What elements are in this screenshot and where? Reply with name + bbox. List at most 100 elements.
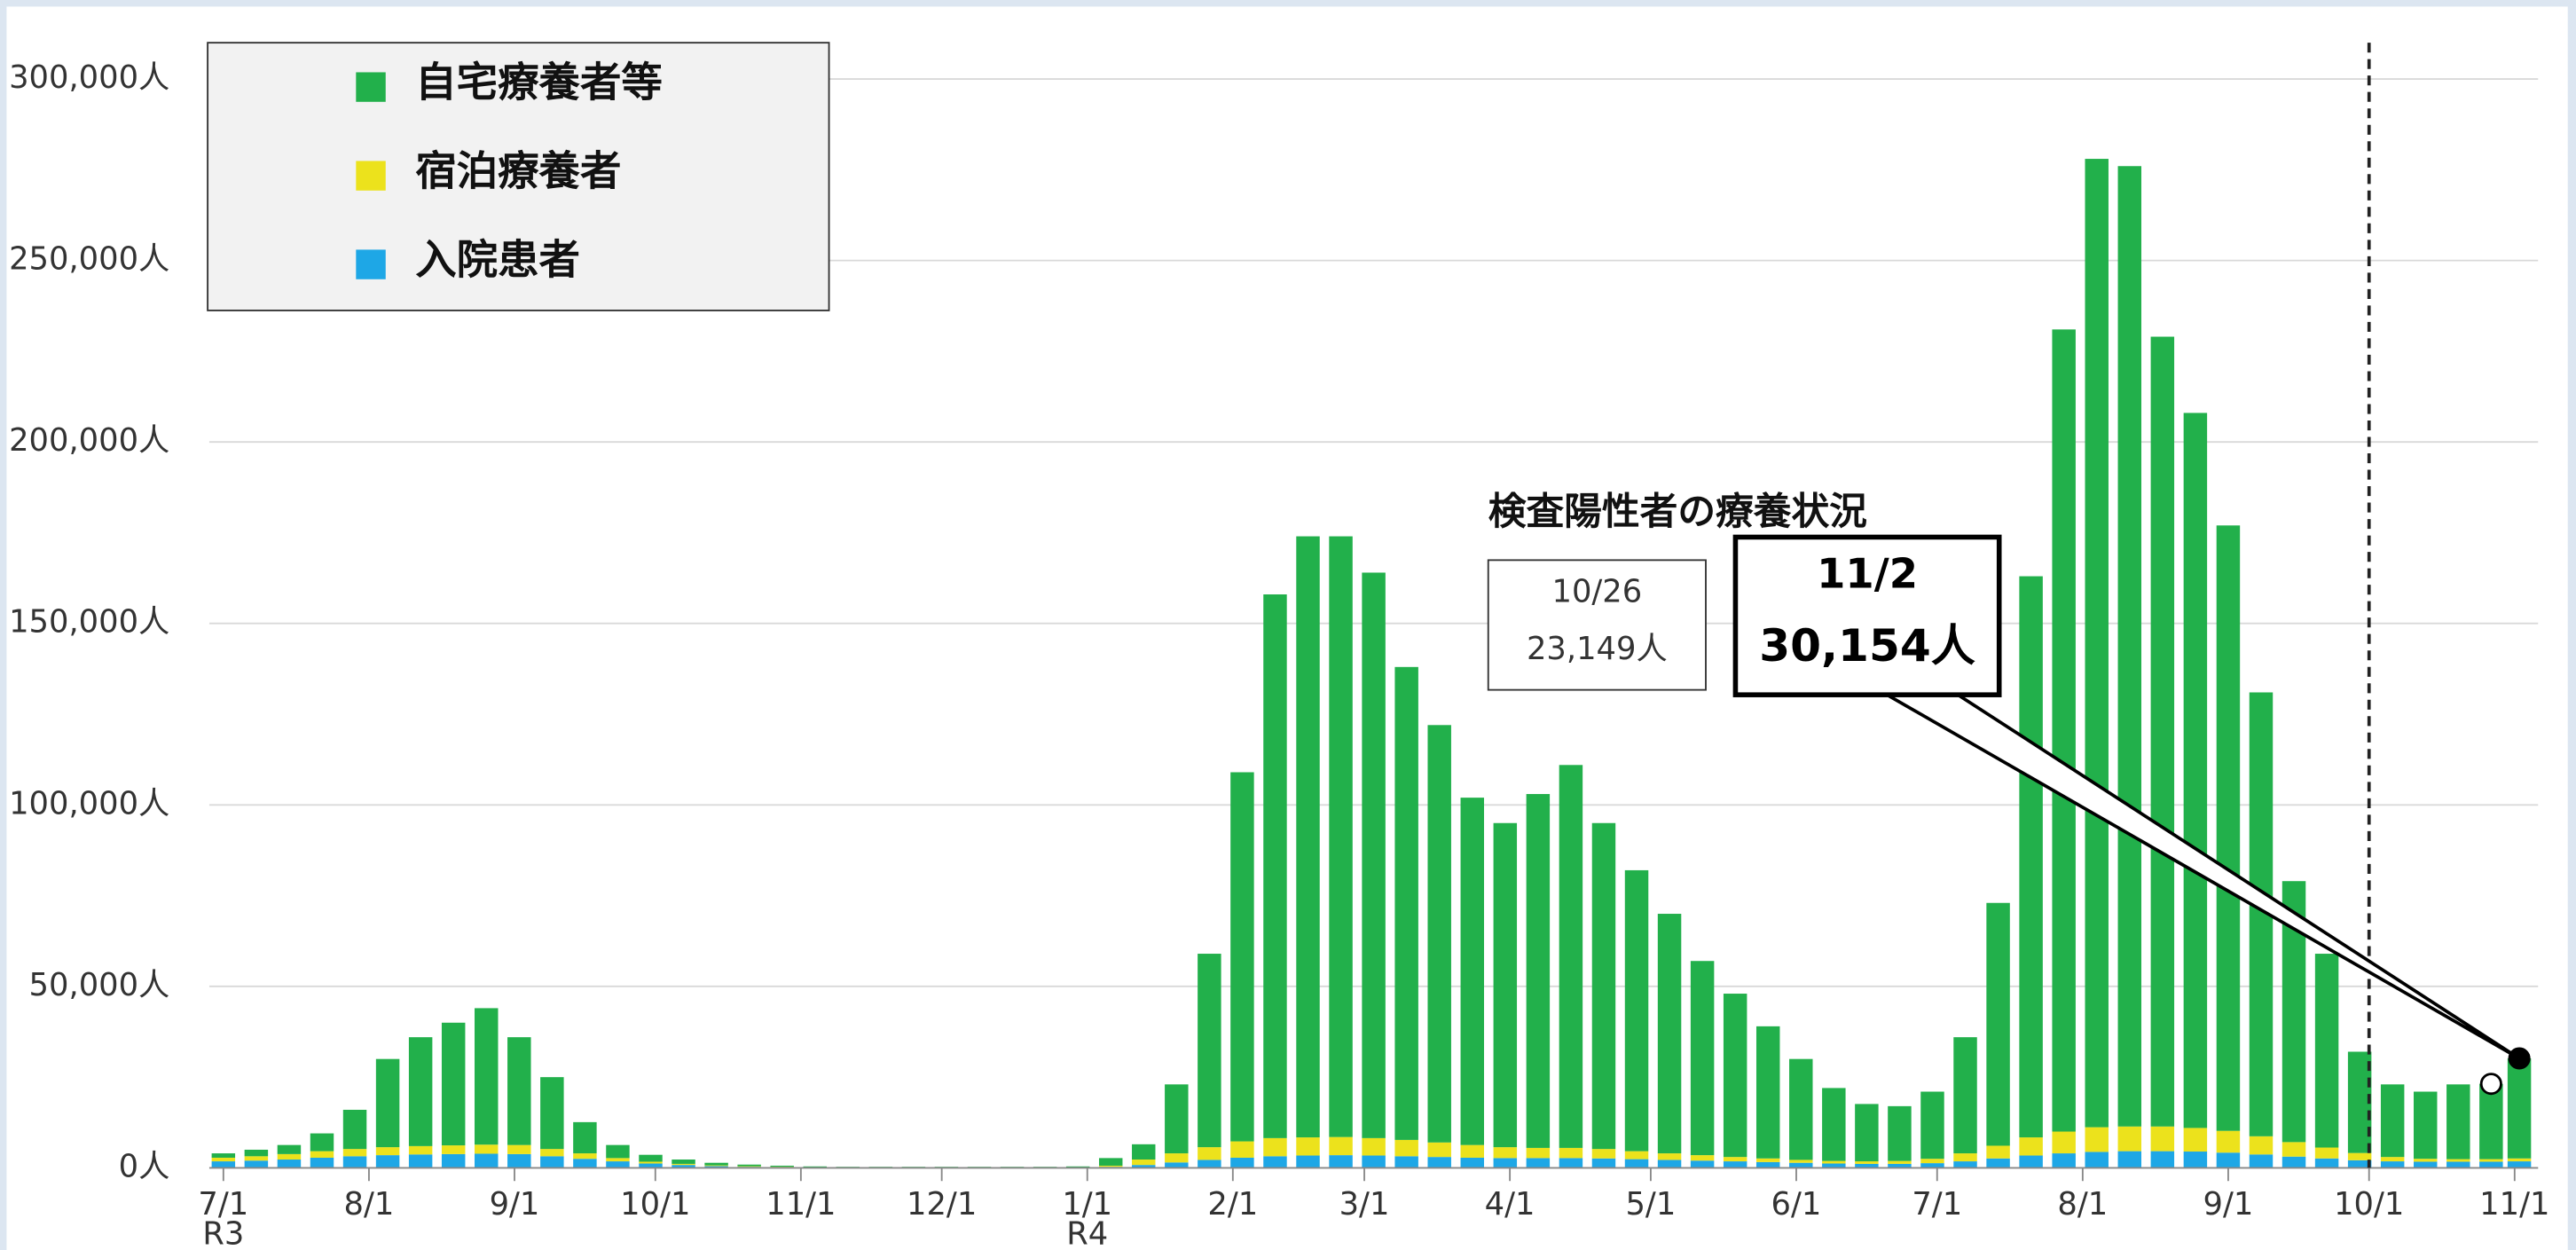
bar-segment [1394,666,1418,1140]
x-tick-label: 9/1 [490,1186,540,1222]
bar-segment [2314,1158,2339,1168]
bar-segment [1165,1153,1189,1163]
bar-segment [1657,1160,1682,1168]
x-sublabel: R3 [202,1215,244,1250]
bar-segment [770,1165,794,1167]
bar-segment [2380,1157,2405,1162]
annotation-title: 検査陽性者の療養状況 [1488,490,1867,534]
bar-segment [441,1153,466,1168]
bar-segment [1953,1153,1977,1162]
x-tick-label: 6/1 [1771,1186,1822,1222]
bar-segment [408,1145,433,1155]
bar-segment [540,1149,564,1157]
bar-segment [2347,1160,2372,1168]
bar-segment [1394,1139,1418,1157]
bar-segment [606,1144,630,1159]
bar-segment [1559,1147,1583,1159]
bar-segment [2183,1128,2208,1152]
bar-segment [2446,1159,2470,1162]
bar-segment [1460,798,1484,1145]
bar-segment [1329,536,1353,1137]
bar-segment [606,1158,630,1162]
bar-segment [1165,1084,1189,1154]
bar-segment [1132,1144,1156,1160]
bar-segment [2019,1137,2043,1156]
bar-segment [1296,1137,1320,1156]
bar-segment [1723,1157,1747,1162]
bar-segment [606,1161,630,1168]
bar-segment [1427,1142,1451,1158]
bar-segment [1953,1037,1977,1154]
bar-segment [1263,1156,1287,1168]
bar-segment [1920,1163,1944,1168]
bar-segment [441,1145,466,1154]
bar-segment [573,1153,597,1160]
bar-segment [244,1156,269,1161]
bar-segment [2507,1058,2532,1159]
bar-segment [1460,1144,1484,1158]
bar-segment [540,1156,564,1168]
bar-segment [2216,1152,2241,1168]
callout-text: 10/26 [1552,573,1643,609]
bar-segment [507,1153,531,1168]
bar-segment [1755,1161,1780,1168]
bar-segment [1132,1160,1156,1166]
bar-segment [1920,1091,1944,1160]
bar-segment [2414,1159,2438,1162]
bar-segment [1888,1160,1912,1164]
bar-segment [639,1154,663,1162]
bar-segment [375,1058,400,1148]
bar-segment [2446,1161,2470,1168]
bar-segment [1559,765,1583,1148]
bar-segment [1098,1158,1123,1166]
bar-segment [1132,1165,1156,1168]
bar-segment [310,1133,334,1152]
bar-segment [2052,1131,2076,1154]
bar-segment [1230,772,1254,1142]
x-tick-label: 9/1 [2203,1186,2254,1222]
bar-segment [2052,329,2076,1132]
bar-segment [2380,1084,2405,1158]
bar-segment [671,1165,695,1168]
bar-segment [639,1161,663,1164]
x-tick-label: 3/1 [1339,1186,1390,1222]
x-tick-label: 8/1 [344,1186,395,1222]
bar-segment [507,1144,531,1154]
bar-segment [2117,166,2142,1127]
bar-segment [1296,1155,1320,1168]
bar-segment [2249,1136,2274,1155]
bar-segment [2150,1151,2175,1168]
bar-segment [342,1156,367,1168]
bar-segment [2216,1130,2241,1153]
bar-segment [211,1157,236,1162]
legend-label: 入院患者 [415,236,580,284]
bar-segment [2249,1154,2274,1168]
point-marker [2479,1073,2502,1096]
x-tick-label: 10/1 [2334,1186,2404,1222]
bar-segment [1690,961,1715,1156]
bar-segment [1493,1147,1518,1159]
bar-segment [310,1157,334,1168]
y-tick-label: 50,000人 [29,967,170,1003]
bar-segment [1329,1155,1353,1168]
y-tick-label: 300,000人 [9,59,169,96]
x-sublabel: R4 [1066,1215,1108,1250]
bar-segment [1755,1026,1780,1159]
bar-segment [2183,1152,2208,1168]
bar-segment [342,1149,367,1157]
bar-segment [1559,1158,1583,1168]
bar-segment [737,1164,761,1167]
bar-segment [277,1160,302,1168]
bar-segment [375,1147,400,1156]
bar-segment [1789,1160,1813,1163]
x-tick-label: 4/1 [1485,1186,1535,1222]
bar-segment [2314,1147,2339,1159]
bar-segment [475,1144,499,1154]
bar-segment [1855,1163,1879,1168]
bar-segment [1986,902,2010,1146]
y-tick-label: 150,000人 [9,604,169,641]
bar-segment [1723,994,1747,1158]
bar-segment [408,1037,433,1146]
